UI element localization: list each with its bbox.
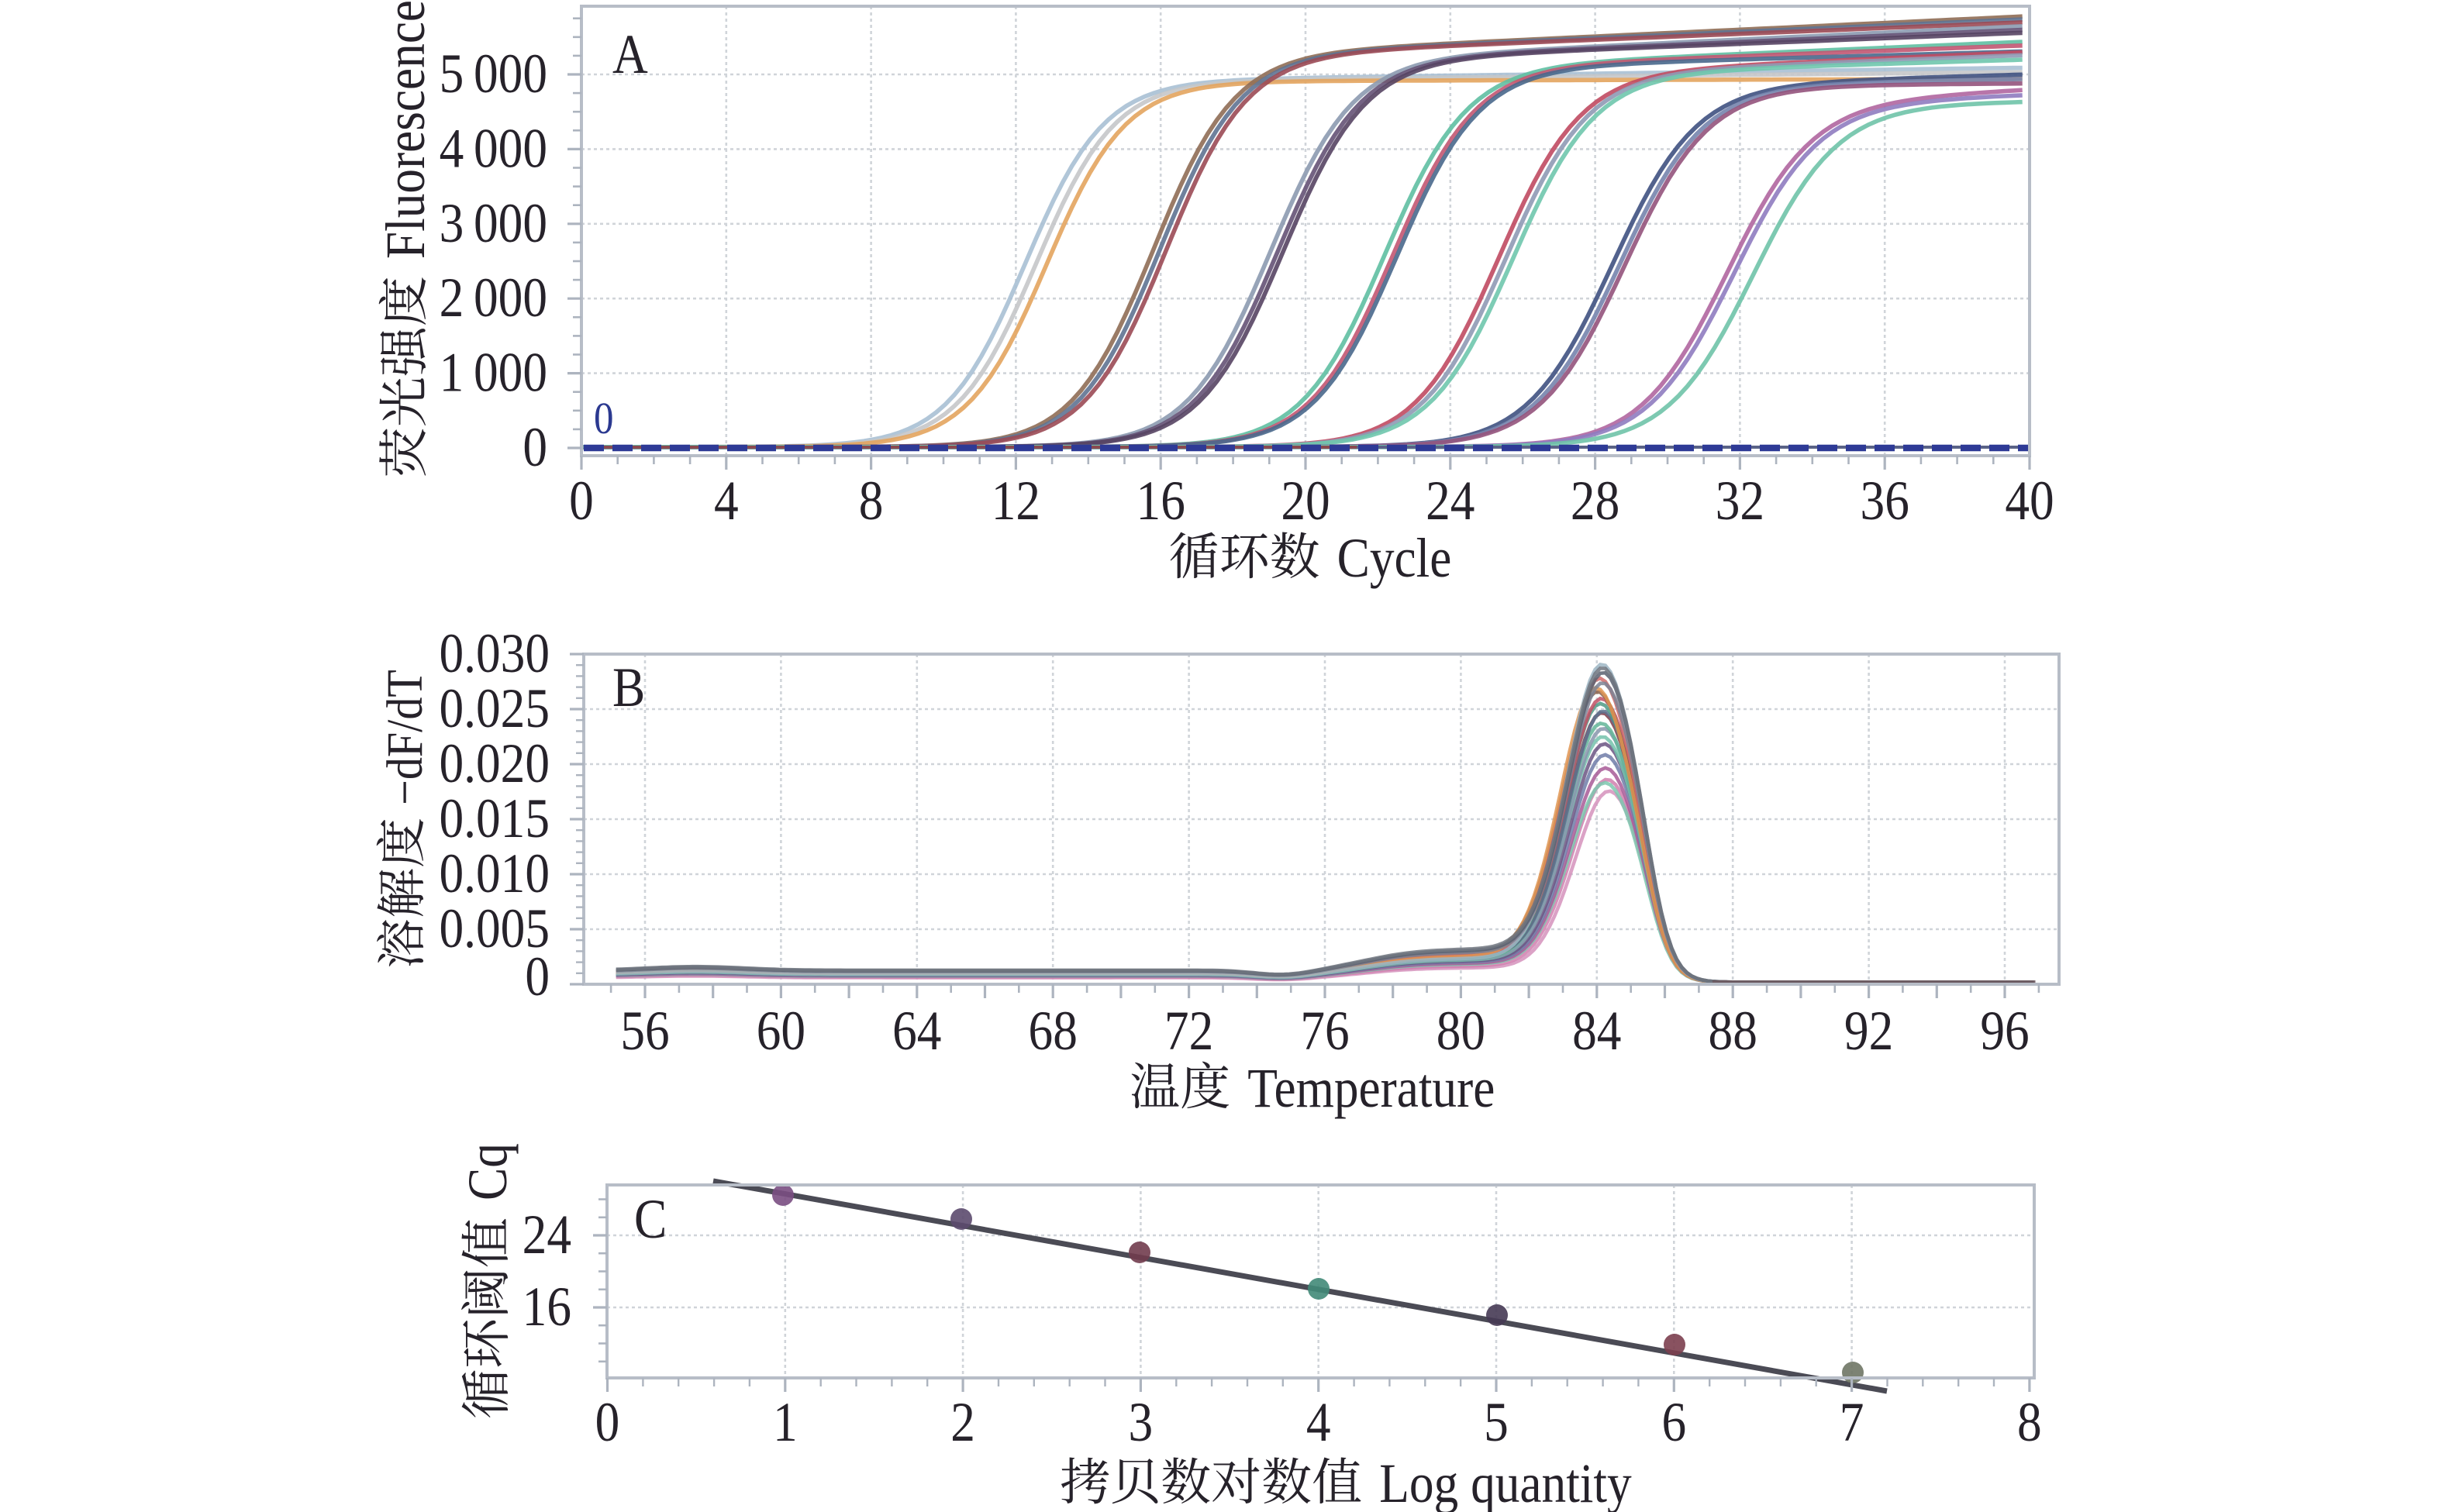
svg-text:2 000: 2 000 — [440, 267, 547, 329]
svg-text:68: 68 — [1029, 1000, 1078, 1062]
svg-text:C: C — [634, 1188, 667, 1250]
svg-text:4: 4 — [714, 470, 739, 532]
svg-text:0: 0 — [594, 393, 614, 443]
svg-text:20: 20 — [1281, 470, 1330, 532]
svg-text:16: 16 — [523, 1276, 571, 1338]
svg-text:Fluorescence: Fluorescence — [374, 0, 436, 259]
svg-text:60: 60 — [757, 1000, 805, 1062]
svg-text:4: 4 — [1306, 1391, 1331, 1453]
svg-text:0.025: 0.025 — [439, 677, 550, 739]
svg-text:Cycle: Cycle — [1337, 527, 1452, 589]
svg-text:8: 8 — [2017, 1391, 2042, 1453]
svg-text:0: 0 — [569, 470, 594, 532]
svg-text:12: 12 — [992, 470, 1040, 532]
svg-text:0: 0 — [595, 1391, 620, 1453]
svg-text:28: 28 — [1571, 470, 1619, 532]
svg-text:24: 24 — [1426, 470, 1475, 532]
svg-text:3 000: 3 000 — [440, 192, 547, 254]
svg-text:72: 72 — [1164, 1000, 1213, 1062]
svg-text:5: 5 — [1484, 1391, 1509, 1453]
svg-text:Temperature: Temperature — [1247, 1057, 1495, 1119]
svg-text:88: 88 — [1709, 1000, 1757, 1062]
svg-text:A: A — [612, 23, 648, 85]
svg-text:7: 7 — [1840, 1391, 1864, 1453]
svg-text:Cq: Cq — [457, 1143, 519, 1200]
svg-text:−dF/dT: −dF/dT — [378, 670, 433, 805]
svg-text:Log quantity: Log quantity — [1379, 1452, 1632, 1512]
svg-text:6: 6 — [1661, 1391, 1686, 1453]
svg-text:40: 40 — [2005, 470, 2054, 532]
svg-text:1: 1 — [773, 1391, 798, 1453]
svg-text:0: 0 — [523, 416, 547, 478]
svg-text:0.020: 0.020 — [439, 732, 550, 794]
svg-text:0: 0 — [525, 945, 550, 1007]
svg-text:16: 16 — [1136, 470, 1185, 532]
svg-text:92: 92 — [1844, 1000, 1893, 1062]
svg-text:36: 36 — [1861, 470, 1909, 532]
svg-text:84: 84 — [1572, 1000, 1621, 1062]
svg-text:96: 96 — [1980, 1000, 2029, 1062]
svg-text:0.010: 0.010 — [439, 842, 550, 904]
svg-text:64: 64 — [892, 1000, 941, 1062]
svg-text:80: 80 — [1437, 1000, 1485, 1062]
svg-text:0.030: 0.030 — [439, 622, 550, 684]
svg-text:3: 3 — [1129, 1391, 1154, 1453]
svg-text:4 000: 4 000 — [440, 118, 547, 180]
svg-text:B: B — [612, 656, 645, 718]
svg-text:8: 8 — [859, 470, 884, 532]
svg-text:2: 2 — [950, 1391, 975, 1453]
svg-text:1 000: 1 000 — [440, 342, 547, 404]
svg-text:32: 32 — [1716, 470, 1764, 532]
svg-text:76: 76 — [1300, 1000, 1349, 1062]
svg-text:24: 24 — [523, 1204, 571, 1266]
svg-text:5 000: 5 000 — [440, 43, 547, 105]
svg-text:0.015: 0.015 — [439, 787, 550, 849]
svg-text:0.005: 0.005 — [439, 897, 550, 959]
svg-text:56: 56 — [620, 1000, 669, 1062]
